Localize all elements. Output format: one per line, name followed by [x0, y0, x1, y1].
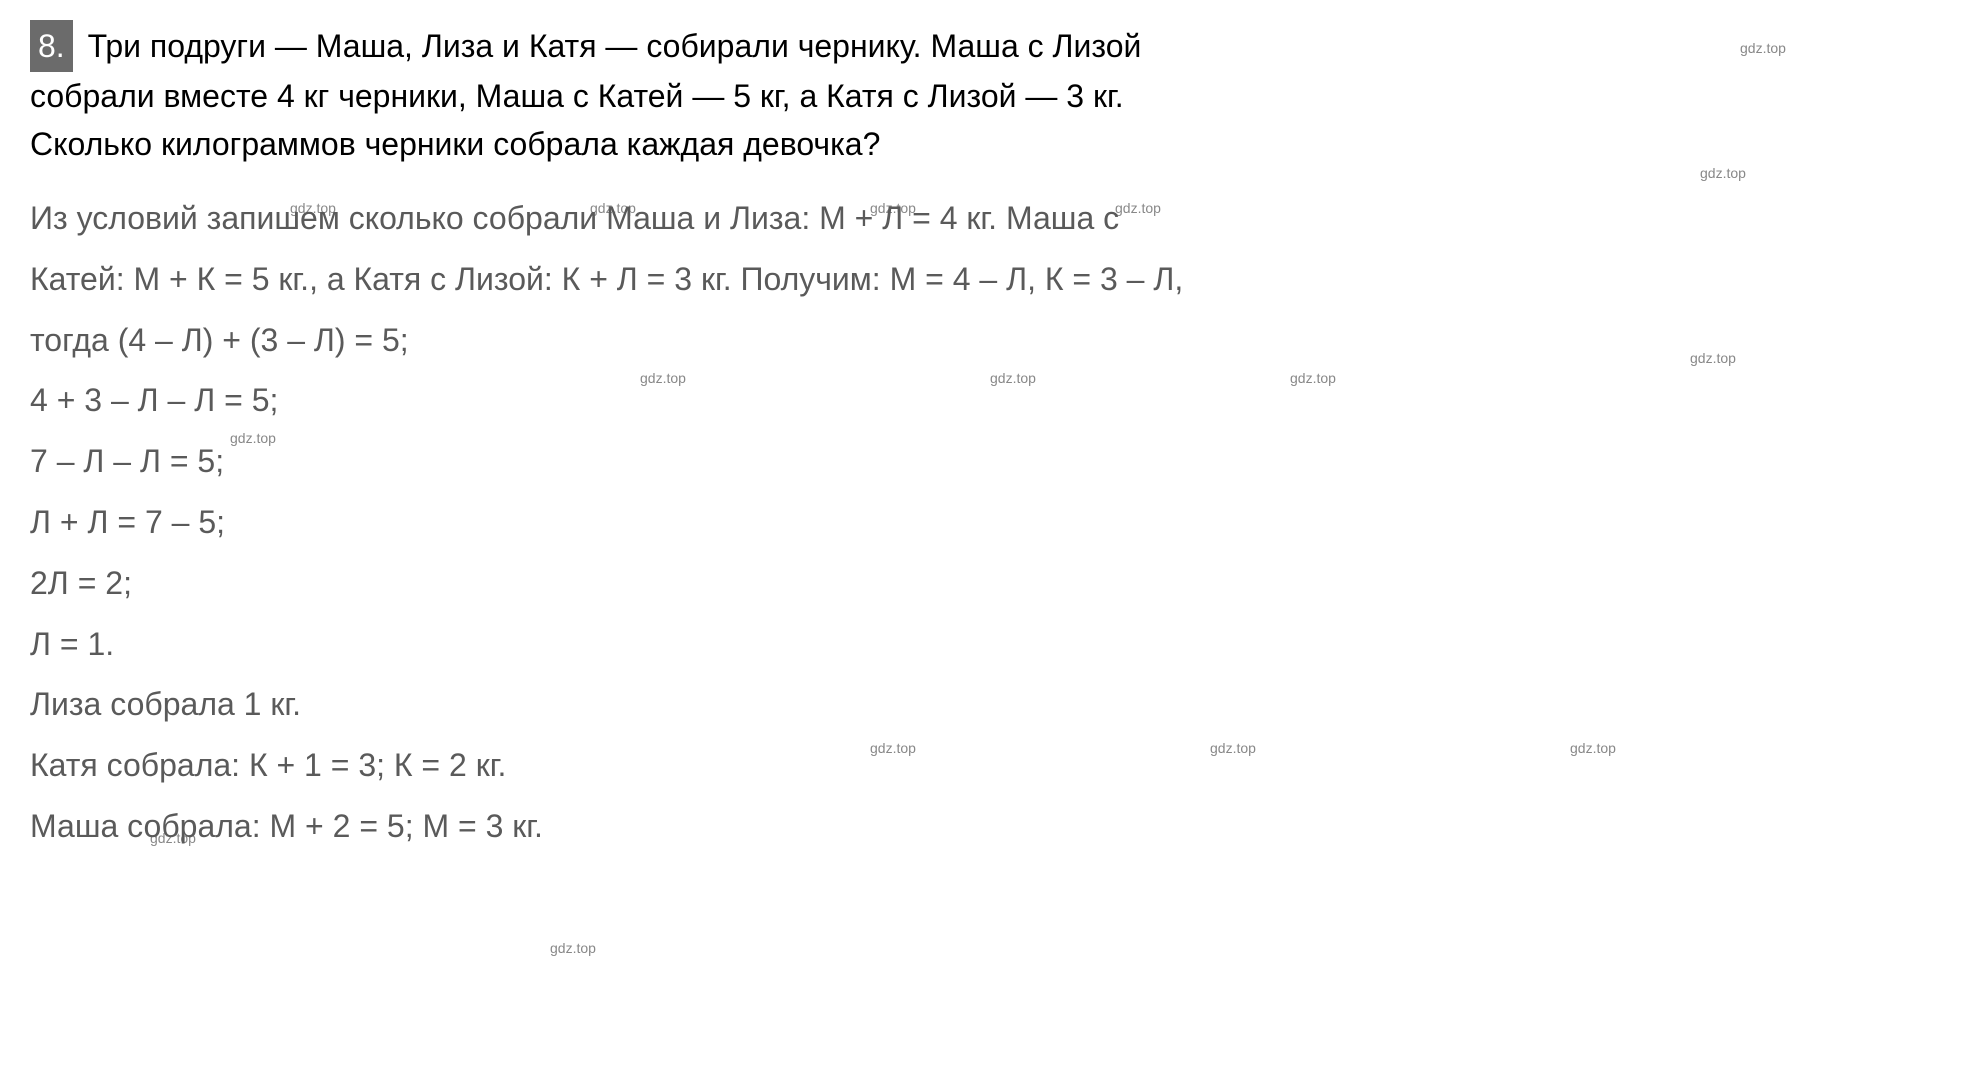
solution-line-6: Л + Л = 7 – 5;	[30, 492, 1950, 553]
watermark-text: gdz.top	[550, 940, 596, 956]
solution-line-9: Лиза собрала 1 кг.	[30, 674, 1950, 735]
solution-line-7: 2Л = 2;	[30, 553, 1950, 614]
solution-line-5: 7 – Л – Л = 5;	[30, 431, 1950, 492]
problem-statement: 8. Три подруги — Маша, Лиза и Катя — соб…	[30, 20, 1950, 168]
problem-number-badge: 8.	[30, 20, 73, 72]
solution-line-11: Маша собрала: М + 2 = 5; М = 3 кг.	[30, 796, 1950, 857]
solution-line-3: тогда (4 – Л) + (3 – Л) = 5;	[30, 310, 1950, 371]
solution-line-8: Л = 1.	[30, 614, 1950, 675]
solution-line-10: Катя собрала: К + 1 = 3; К = 2 кг.	[30, 735, 1950, 796]
solution-block: Из условий запишем сколько собрали Маша …	[30, 188, 1950, 857]
problem-line-1: Три подруги — Маша, Лиза и Катя — собира…	[79, 28, 1142, 64]
problem-line-3: Сколько килограммов черники собрала кажд…	[30, 126, 880, 162]
solution-line-1: Из условий запишем сколько собрали Маша …	[30, 188, 1950, 249]
problem-line-2: собрали вместе 4 кг черники, Маша с Кате…	[30, 78, 1124, 114]
solution-line-4: 4 + 3 – Л – Л = 5;	[30, 370, 1950, 431]
solution-line-2: Катей: М + К = 5 кг., а Катя с Лизой: К …	[30, 249, 1950, 310]
